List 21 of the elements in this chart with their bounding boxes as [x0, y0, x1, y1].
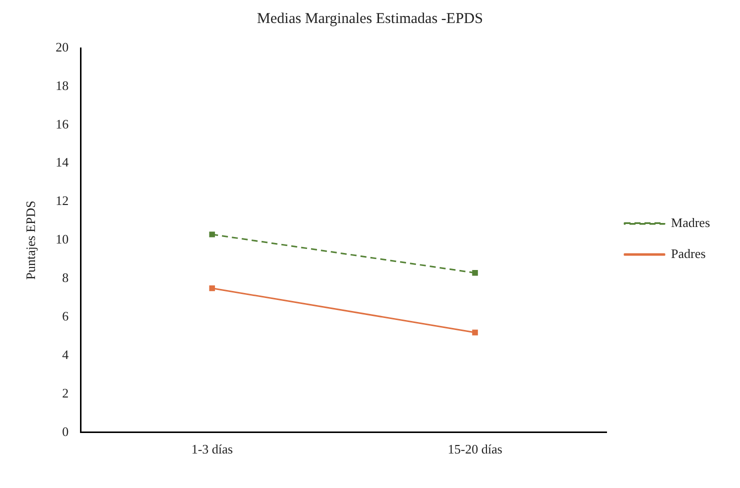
point	[209, 232, 215, 238]
y-tick-label: 20	[56, 39, 69, 54]
x-tick-label: 15-20 días	[448, 442, 502, 457]
legend-label: Madres	[671, 214, 710, 230]
y-tick-label: 8	[62, 270, 69, 286]
chart-title: Medias Marginales Estimadas -EPDS	[257, 10, 483, 27]
y-tick-label: 14	[56, 154, 70, 170]
y-tick-label: 2	[62, 385, 69, 400]
y-tick-label: 16	[56, 116, 70, 132]
y-tick-label: 4	[62, 346, 70, 362]
y-tick-label: 0	[62, 424, 69, 439]
y-axis-title: Puntajes EPDS	[23, 200, 38, 280]
point	[472, 270, 478, 276]
y-tick-label: 6	[62, 308, 70, 324]
y-tick-label: 12	[56, 193, 69, 208]
y-tick-label: 18	[56, 78, 69, 93]
x-tick-label: 1-3 días	[191, 442, 233, 457]
point	[209, 285, 215, 292]
legend-label: Padres	[671, 246, 706, 261]
y-tick-label: 10	[56, 232, 69, 247]
point	[472, 330, 478, 336]
